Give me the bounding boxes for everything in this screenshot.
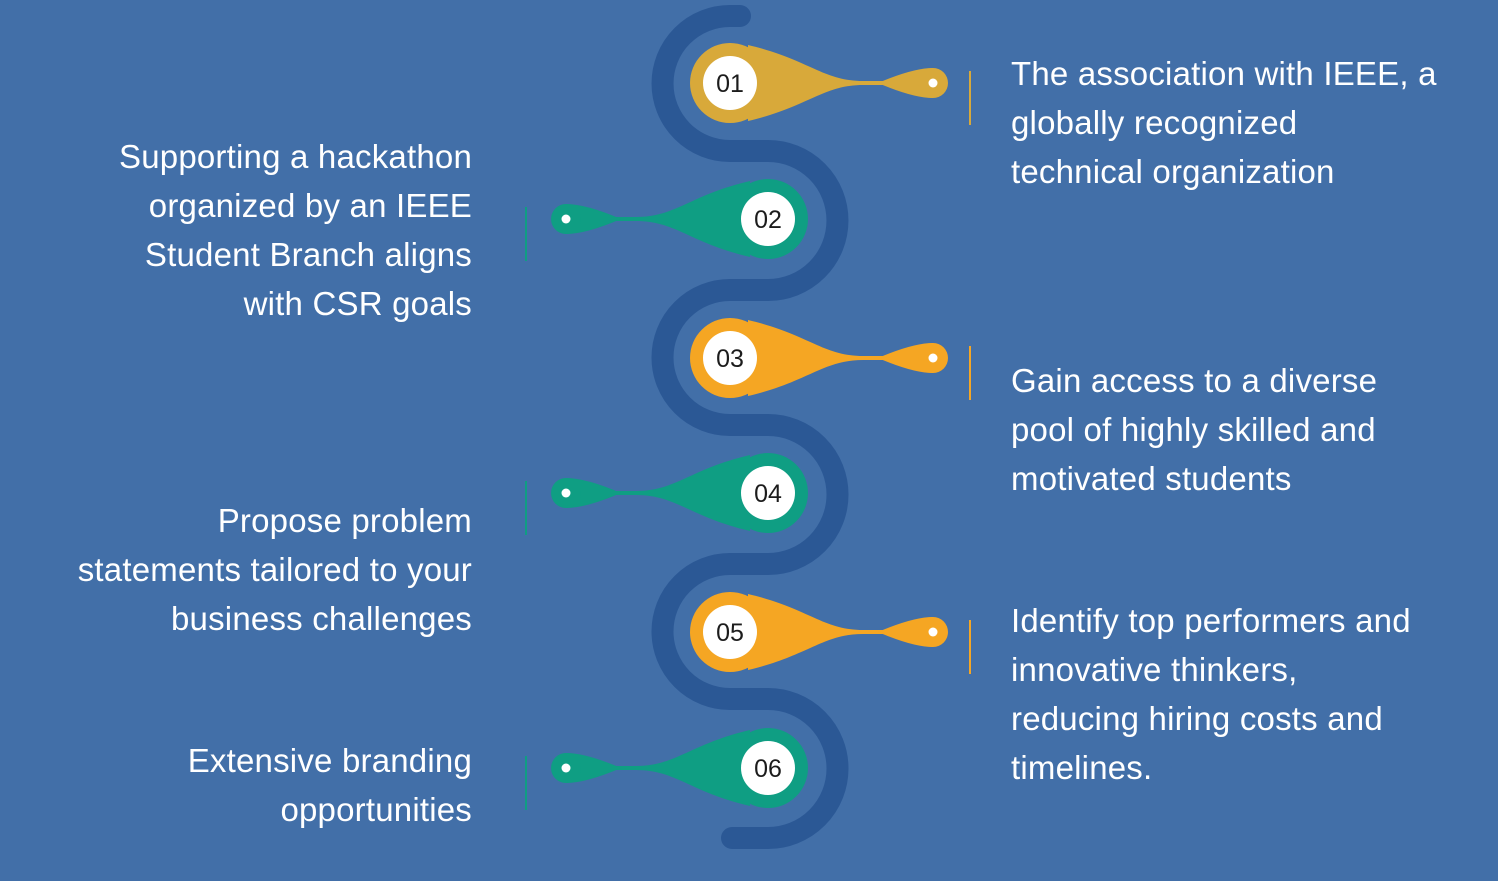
milestone-01-description: The association with IEEE, a globally rec…: [1011, 49, 1437, 196]
pin-end-dot: [561, 214, 571, 224]
milestone-number: 06: [754, 755, 782, 783]
description-line: opportunities: [280, 791, 472, 828]
milestone-number: 03: [716, 345, 744, 373]
milestone-06: 06: [525, 728, 808, 810]
pin-end-dot: [928, 627, 938, 637]
pin-number-circle: [741, 741, 795, 795]
description-line: organized by an IEEE: [148, 187, 472, 224]
pin-tail: [748, 594, 863, 670]
pin-drop: [566, 204, 621, 234]
description-line: pool of highly skilled and: [1011, 411, 1376, 448]
pin-number-circle: [703, 56, 757, 110]
milestone-number: 04: [754, 480, 782, 508]
description-line: Gain access to a diverse: [1011, 362, 1378, 399]
pin-number-circle: [741, 466, 795, 520]
milestone-04-description: Propose problem statements tailored to yo…: [78, 496, 472, 643]
pin-tail: [748, 45, 863, 121]
description-line: technical organization: [1011, 153, 1335, 190]
milestone-04: 04: [525, 453, 808, 535]
description-line: statements tailored to your: [77, 551, 472, 588]
pin-tail: [636, 455, 750, 531]
pin-end-dot: [561, 763, 571, 773]
description-line: Extensive branding: [187, 742, 472, 779]
serpentine-path: [651, 5, 849, 849]
pin-drop: [878, 68, 933, 98]
pin-end-dot: [928, 353, 938, 363]
description-line: Identify top performers and: [1011, 602, 1411, 639]
description-line: innovative thinkers,: [1011, 651, 1298, 688]
pin-end-dot: [561, 488, 571, 498]
description-line: motivated students: [1011, 460, 1292, 497]
milestone-03: 03: [690, 318, 971, 400]
milestone-05-description: Identify top performers and innovative th…: [1011, 596, 1411, 792]
milestone-03-description: Gain access to a diverse pool of highly s…: [1011, 356, 1377, 503]
description-line: Supporting a hackathon: [119, 138, 472, 175]
pin-number-circle: [703, 331, 757, 385]
milestone-02-description: Supporting a hackathon organized by an IE…: [119, 132, 472, 328]
description-line: business challenges: [171, 600, 472, 637]
pin-tail: [636, 730, 750, 806]
pin-end-dot: [928, 78, 938, 88]
pin-drop: [566, 478, 621, 508]
pin-drop: [878, 617, 933, 647]
milestone-number: 01: [716, 70, 744, 98]
pin-drop: [878, 343, 933, 373]
pin-number-circle: [741, 192, 795, 246]
description-line: reducing hiring costs and: [1011, 700, 1383, 737]
milestone-06-description: Extensive branding opportunities: [188, 736, 472, 834]
milestone-number: 05: [716, 619, 744, 647]
description-line: Student Branch aligns: [144, 236, 472, 273]
pin-tail: [748, 320, 863, 396]
milestone-01: 01: [690, 43, 971, 125]
description-line: timelines.: [1011, 749, 1153, 786]
pin-number-circle: [703, 605, 757, 659]
description-line: Propose problem: [217, 502, 472, 539]
description-line: with CSR goals: [243, 285, 472, 322]
pin-tail: [636, 181, 750, 257]
milestone-number: 02: [754, 206, 782, 234]
description-line: The association with IEEE, a: [1011, 55, 1437, 92]
milestone-pins: 01 02 03 04 05 06: [525, 43, 971, 810]
milestone-02: 02: [525, 179, 808, 261]
milestone-05: 05: [690, 592, 971, 674]
description-line: globally recognized: [1011, 104, 1298, 141]
pin-drop: [566, 753, 621, 783]
